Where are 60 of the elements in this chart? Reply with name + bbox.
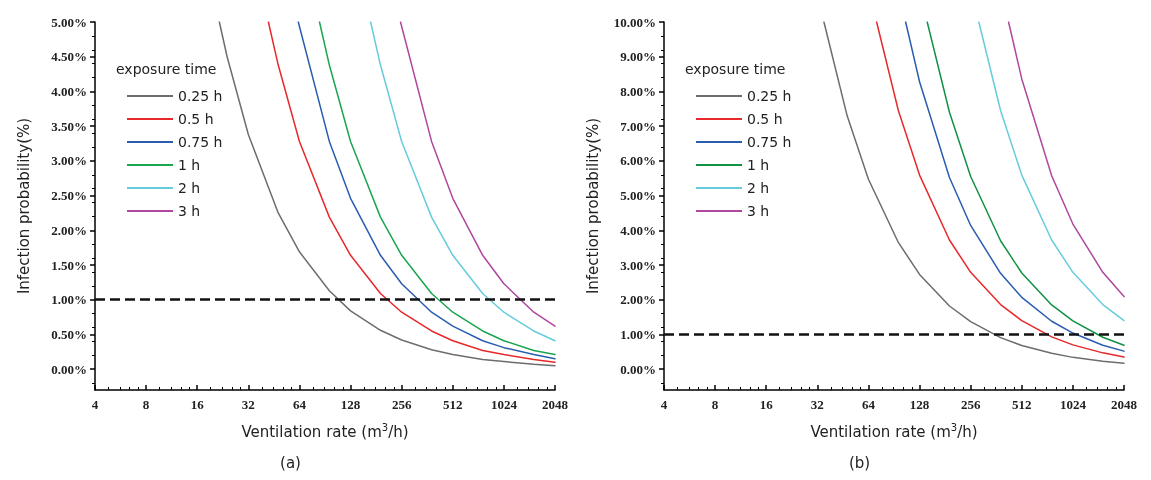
legend-label: 2 h — [747, 180, 770, 196]
y-tick-label: 2.00% — [620, 292, 656, 308]
legend-label: 0.25 h — [747, 88, 792, 104]
y-tick-label: 0.50% — [51, 326, 87, 342]
x-tick-label: 4 — [91, 397, 99, 412]
legend-title: exposure time — [685, 61, 786, 77]
y-axis-title: Infection probability(%) — [14, 117, 33, 295]
y-tick-label: 8.00% — [620, 83, 656, 99]
x-tick-label: 256 — [960, 397, 981, 412]
legend-title: exposure time — [116, 61, 217, 77]
y-tick-label: 6.00% — [620, 153, 656, 169]
x-tick-label: 64 — [861, 397, 876, 412]
y-tick-label: 1.50% — [51, 257, 87, 273]
x-tick-label: 16 — [759, 397, 774, 412]
x-tick-label: 256 — [391, 397, 412, 412]
text: (a) — [280, 453, 301, 472]
legend-label: 0.5 h — [747, 111, 783, 127]
y-tick-label: 4.00% — [51, 83, 87, 99]
y-tick-label: 3.00% — [51, 153, 87, 169]
y-tick-label: 2.00% — [51, 222, 87, 238]
y-axis-title: Infection probability(%) — [583, 117, 602, 295]
x-tick-label: 2048 — [1111, 397, 1138, 412]
y-tick-label: 3.00% — [620, 257, 656, 273]
x-tick-label: 4 — [660, 397, 668, 412]
y-tick-label: 1.00% — [620, 326, 656, 342]
legend-label: 0.5 h — [178, 111, 214, 127]
legend-label: 1 h — [747, 157, 770, 173]
legend-label: 2 h — [178, 180, 201, 196]
x-tick-label: 64 — [292, 397, 307, 412]
x-tick-label: 128 — [340, 397, 361, 412]
y-tick-label: 4.00% — [620, 222, 656, 238]
legend-label: 1 h — [178, 157, 201, 173]
text: (b) — [848, 453, 871, 472]
x-tick-label: 16 — [190, 397, 205, 412]
y-tick-label: 0.00% — [51, 361, 87, 377]
legend-label: 0.75 h — [178, 134, 223, 150]
y-tick-label: 4.50% — [51, 49, 87, 65]
x-tick-label: 8 — [142, 397, 150, 412]
x-tick-label: 512 — [1012, 397, 1032, 412]
x-tick-label: 1024 — [1059, 397, 1087, 412]
y-tick-label: 3.50% — [51, 118, 87, 134]
legend-label: 0.75 h — [747, 134, 792, 150]
y-tick-label: 0.00% — [620, 361, 656, 377]
y-tick-label: 10.00% — [613, 14, 656, 30]
y-tick-label: 1.00% — [51, 292, 87, 308]
legend-label: 0.25 h — [178, 88, 223, 104]
x-tick-label: 1024 — [490, 397, 518, 412]
y-tick-label: 5.00% — [51, 14, 87, 30]
y-tick-label: 9.00% — [620, 49, 656, 65]
y-tick-label: 2.50% — [51, 188, 87, 204]
legend-label: 3 h — [178, 203, 201, 219]
y-tick-label: 5.00% — [620, 188, 656, 204]
y-tick-label: 7.00% — [620, 118, 656, 134]
x-tick-label: 128 — [909, 397, 930, 412]
legend-label: 3 h — [747, 203, 770, 219]
x-tick-label: 8 — [711, 397, 719, 412]
x-tick-label: 2048 — [542, 397, 569, 412]
x-tick-label: 32 — [241, 397, 255, 412]
x-tick-label: 512 — [443, 397, 463, 412]
x-tick-label: 32 — [810, 397, 824, 412]
